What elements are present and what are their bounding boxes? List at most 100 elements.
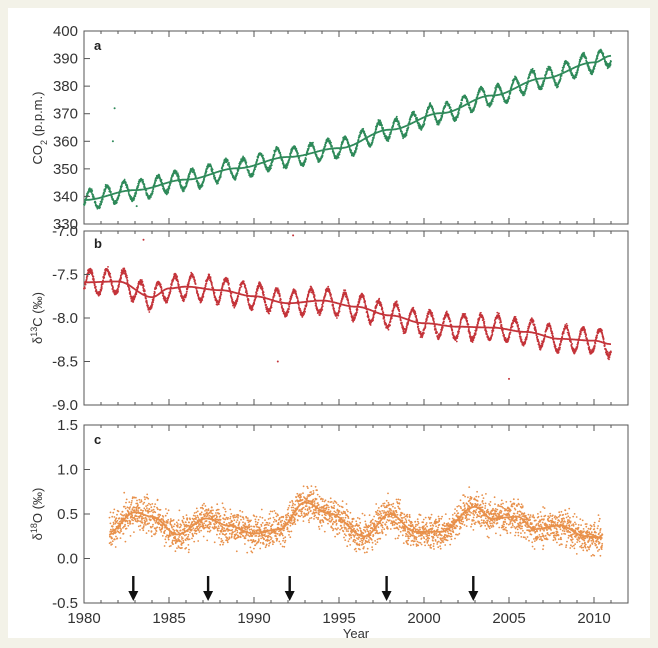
data-point: [401, 130, 403, 133]
data-point: [169, 290, 172, 292]
data-point: [551, 71, 554, 74]
data-point: [363, 130, 366, 133]
data-point: [390, 130, 393, 133]
data-point: [245, 163, 248, 166]
data-point: [160, 287, 163, 289]
data-point: [272, 159, 274, 162]
data-point: [483, 91, 486, 94]
data-point: [104, 190, 106, 193]
data-point: [227, 160, 229, 162]
data-point: [346, 138, 349, 141]
data-point: [262, 157, 265, 160]
y-tick-label: 350: [53, 161, 78, 178]
data-point: [588, 65, 590, 68]
data-point: [175, 170, 178, 173]
data-point: [252, 173, 255, 176]
data-point: [260, 153, 263, 156]
data-point: [387, 140, 390, 143]
data-point: [324, 144, 327, 147]
data-point: [270, 167, 272, 170]
data-point: [228, 282, 230, 285]
data-point: [230, 292, 233, 295]
data-point: [533, 69, 536, 72]
data-point: [211, 282, 213, 284]
data-point: [426, 111, 429, 113]
data-point: [177, 281, 180, 283]
data-point: [191, 273, 194, 276]
data-point: [138, 182, 140, 185]
data-point: [525, 87, 528, 90]
data-point: [602, 52, 605, 55]
y-tick-label: 340: [53, 188, 78, 205]
data-point: [303, 163, 306, 166]
data-point: [126, 279, 129, 282]
data-point: [287, 161, 290, 164]
data-point: [109, 272, 112, 275]
data-point: [148, 197, 151, 200]
data-point: [100, 289, 103, 292]
data-point: [397, 120, 400, 123]
data-point: [185, 292, 188, 295]
data-point: [542, 82, 545, 85]
data-point: [127, 192, 130, 195]
data-point: [307, 147, 310, 150]
data-point: [219, 297, 222, 300]
data-point: [213, 175, 216, 177]
data-point: [277, 147, 280, 150]
data-point: [246, 292, 249, 295]
data-point: [214, 176, 217, 179]
data-point: [244, 159, 247, 162]
outlier-point: [113, 107, 116, 110]
data-point: [144, 186, 146, 189]
data-point: [208, 273, 211, 276]
data-point: [438, 122, 441, 124]
data-point: [486, 100, 488, 103]
y-tick-label: 390: [53, 51, 78, 68]
data-point: [262, 154, 264, 157]
data-point: [162, 293, 165, 295]
data-point: [141, 279, 143, 281]
data-point: [177, 283, 180, 286]
data-point: [173, 277, 175, 280]
data-point: [456, 116, 459, 118]
data-point: [183, 298, 186, 301]
y-tick-label: 380: [53, 78, 78, 95]
data-point: [126, 184, 129, 187]
data-point: [286, 166, 288, 169]
data-point: [126, 276, 129, 279]
data-point: [202, 295, 205, 298]
data-point: [194, 279, 196, 282]
data-point: [217, 303, 220, 306]
data-point: [109, 276, 112, 279]
data-point: [495, 89, 497, 91]
data-point: [197, 181, 199, 184]
data-point: [201, 184, 204, 187]
data-point: [99, 206, 101, 209]
panel-a-ylabel: CO2 (p.p.m.): [30, 92, 49, 165]
data-point: [588, 67, 591, 69]
data-point: [451, 112, 454, 115]
data-point: [234, 177, 237, 180]
data-point: [305, 158, 307, 160]
data-point: [150, 306, 153, 309]
data-point: [389, 136, 391, 138]
y-tick-label: 400: [53, 23, 78, 40]
data-point: [209, 276, 212, 279]
data-point: [519, 86, 522, 89]
data-point: [219, 175, 222, 178]
data-point: [111, 195, 113, 198]
data-point: [549, 67, 552, 69]
data-point: [569, 66, 571, 68]
data-point: [93, 279, 95, 281]
data-point: [87, 191, 90, 194]
data-point: [222, 164, 225, 167]
data-point: [228, 161, 230, 164]
data-point: [596, 57, 599, 60]
data-point: [338, 153, 341, 156]
data-point: [244, 284, 247, 287]
data-point: [297, 152, 299, 155]
data-point: [236, 298, 239, 301]
data-point: [273, 153, 276, 156]
data-point: [460, 102, 463, 105]
data-point: [432, 108, 434, 110]
